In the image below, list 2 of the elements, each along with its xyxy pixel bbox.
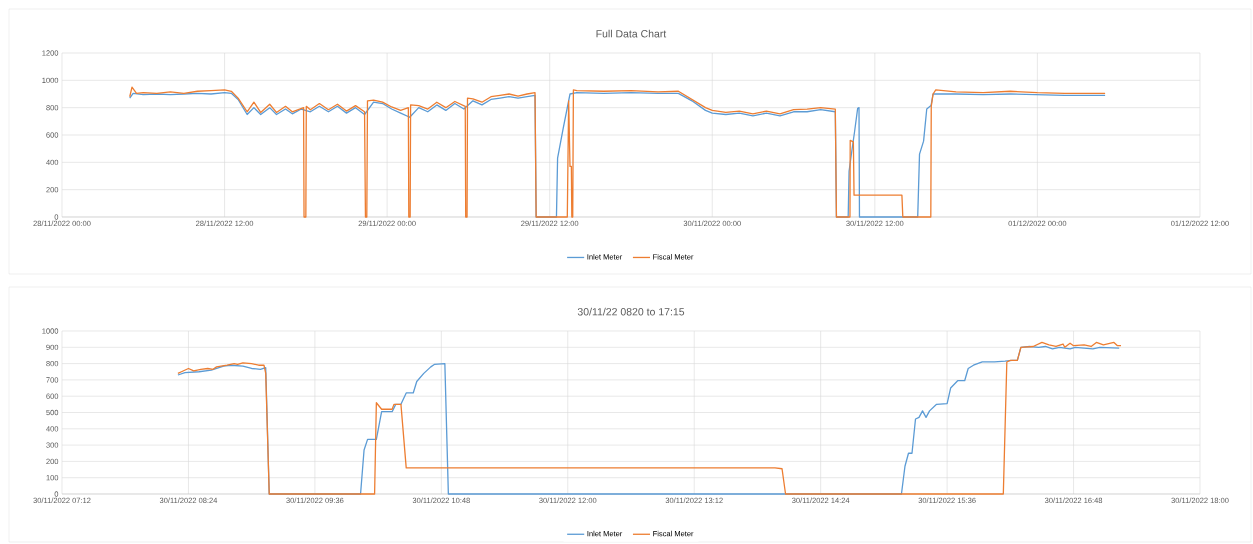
chart-title: 30/11/22 0820 to 17:15 (577, 307, 685, 316)
chart-title: Full Data Chart (596, 29, 667, 38)
